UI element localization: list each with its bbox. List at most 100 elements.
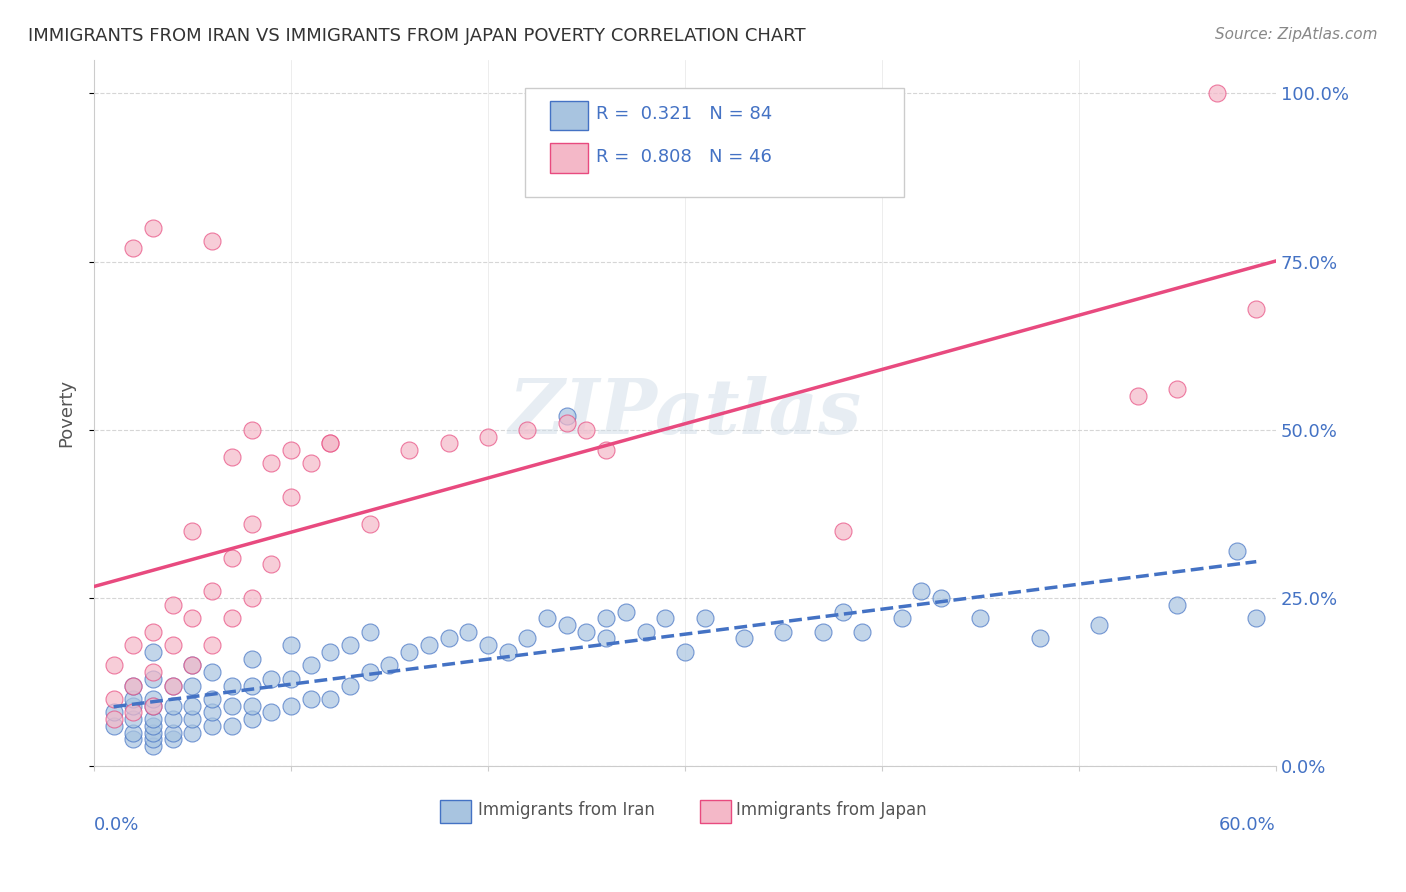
Point: [103, 706, 125, 720]
Point: [142, 665, 165, 679]
Point: [654, 611, 676, 625]
Point: [575, 423, 598, 437]
Point: [260, 706, 283, 720]
Point: [122, 725, 145, 739]
Text: R =  0.808   N = 46: R = 0.808 N = 46: [596, 148, 772, 166]
Point: [122, 638, 145, 652]
Point: [201, 235, 224, 249]
Point: [162, 679, 184, 693]
Point: [181, 658, 204, 673]
Point: [181, 712, 204, 726]
Point: [319, 436, 342, 450]
Point: [1028, 632, 1050, 646]
Point: [201, 665, 224, 679]
Point: [851, 624, 873, 639]
FancyBboxPatch shape: [550, 143, 588, 173]
Point: [280, 442, 302, 457]
Point: [162, 712, 184, 726]
Point: [929, 591, 952, 605]
Point: [299, 658, 322, 673]
Point: [319, 692, 342, 706]
Point: [103, 712, 125, 726]
Point: [122, 706, 145, 720]
Point: [221, 450, 243, 464]
FancyBboxPatch shape: [526, 88, 904, 197]
Point: [103, 719, 125, 733]
Point: [575, 624, 598, 639]
Point: [477, 429, 499, 443]
Point: [910, 584, 932, 599]
Point: [555, 416, 578, 430]
Point: [260, 558, 283, 572]
Point: [536, 611, 558, 625]
Point: [201, 719, 224, 733]
Point: [122, 241, 145, 255]
Point: [221, 550, 243, 565]
Point: [142, 698, 165, 713]
Point: [457, 624, 479, 639]
Point: [142, 624, 165, 639]
Point: [142, 719, 165, 733]
Point: [240, 679, 263, 693]
Point: [831, 524, 853, 538]
Point: [359, 624, 381, 639]
Point: [260, 672, 283, 686]
Point: [516, 423, 538, 437]
Point: [1166, 383, 1188, 397]
Point: [221, 698, 243, 713]
Point: [1244, 611, 1267, 625]
Point: [122, 679, 145, 693]
Point: [240, 591, 263, 605]
Point: [142, 645, 165, 659]
Point: [142, 739, 165, 753]
Point: [201, 584, 224, 599]
Point: [1087, 618, 1109, 632]
Point: [555, 618, 578, 632]
Point: [122, 732, 145, 747]
Point: [1166, 598, 1188, 612]
Point: [260, 457, 283, 471]
Point: [201, 638, 224, 652]
Point: [280, 638, 302, 652]
Text: Source: ZipAtlas.com: Source: ZipAtlas.com: [1215, 27, 1378, 42]
Point: [496, 645, 519, 659]
Point: [162, 725, 184, 739]
Point: [142, 712, 165, 726]
Point: [1205, 87, 1227, 101]
Point: [201, 692, 224, 706]
Text: R =  0.321   N = 84: R = 0.321 N = 84: [596, 105, 772, 123]
Point: [181, 725, 204, 739]
Point: [221, 611, 243, 625]
Point: [162, 732, 184, 747]
Point: [240, 712, 263, 726]
Point: [181, 679, 204, 693]
Point: [240, 651, 263, 665]
Point: [359, 665, 381, 679]
Point: [595, 632, 617, 646]
Point: [221, 679, 243, 693]
Point: [1126, 389, 1149, 403]
Point: [122, 698, 145, 713]
Text: IMMIGRANTS FROM IRAN VS IMMIGRANTS FROM JAPAN POVERTY CORRELATION CHART: IMMIGRANTS FROM IRAN VS IMMIGRANTS FROM …: [28, 27, 806, 45]
Point: [122, 679, 145, 693]
Point: [811, 624, 834, 639]
Point: [162, 698, 184, 713]
Point: [378, 658, 401, 673]
Point: [240, 698, 263, 713]
Point: [1244, 301, 1267, 316]
Point: [772, 624, 794, 639]
Point: [221, 719, 243, 733]
Point: [555, 409, 578, 424]
Point: [890, 611, 912, 625]
Text: Immigrants from Iran: Immigrants from Iran: [478, 801, 655, 819]
Point: [240, 423, 263, 437]
Point: [240, 516, 263, 531]
Point: [595, 611, 617, 625]
Point: [280, 698, 302, 713]
Point: [142, 698, 165, 713]
Point: [142, 725, 165, 739]
Point: [319, 645, 342, 659]
Point: [339, 679, 361, 693]
Point: [299, 692, 322, 706]
Point: [181, 524, 204, 538]
